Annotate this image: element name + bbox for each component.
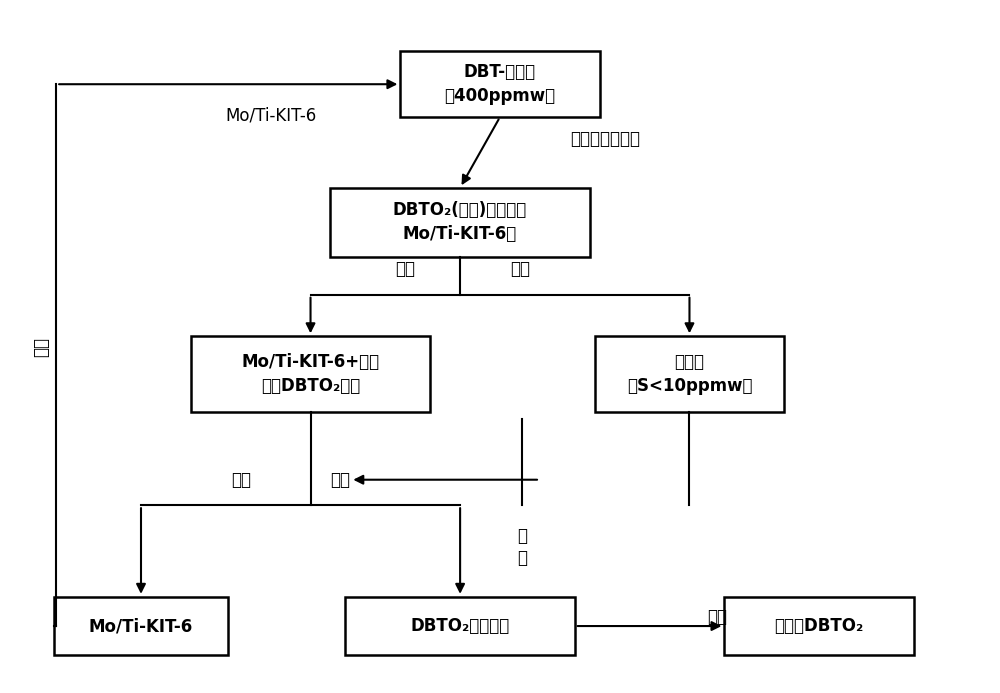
Text: 过氧化氢异丙苯: 过氧化氢异丙苯: [570, 130, 640, 148]
Text: DBT-正辛烷
（400ppmw）: DBT-正辛烷 （400ppmw）: [444, 64, 556, 105]
Text: 分离: 分离: [510, 260, 530, 278]
Text: 蒸
馏: 蒸 馏: [517, 527, 527, 567]
Text: Mo/Ti-KIT-6: Mo/Ti-KIT-6: [89, 617, 193, 635]
Bar: [54, 597, 228, 656]
Text: 洗涤: 洗涤: [231, 471, 251, 489]
Text: DBTO₂(晶体)被吸附在
Mo/Ti-KIT-6上: DBTO₂(晶体)被吸附在 Mo/Ti-KIT-6上: [393, 202, 527, 243]
Text: 正辛烷
（S<10ppmw）: 正辛烷 （S<10ppmw）: [627, 353, 752, 395]
Text: 过滤: 过滤: [395, 260, 415, 278]
Bar: [400, 51, 600, 117]
Bar: [330, 188, 590, 257]
Text: 提纯: 提纯: [707, 608, 727, 626]
Text: Mo/Ti-KIT-6: Mo/Ti-KIT-6: [225, 106, 316, 124]
Text: DBTO₂乙腈溶液: DBTO₂乙腈溶液: [410, 617, 510, 635]
Bar: [724, 597, 914, 656]
Bar: [345, 597, 575, 656]
Bar: [595, 336, 784, 412]
Text: 乙腈: 乙腈: [330, 471, 350, 489]
Text: 高纯度DBTO₂: 高纯度DBTO₂: [774, 617, 864, 635]
Text: Mo/Ti-KIT-6+被吸
附的DBTO₂颗粒: Mo/Ti-KIT-6+被吸 附的DBTO₂颗粒: [241, 353, 380, 395]
Bar: [191, 336, 430, 412]
Text: 回收: 回收: [32, 337, 50, 356]
